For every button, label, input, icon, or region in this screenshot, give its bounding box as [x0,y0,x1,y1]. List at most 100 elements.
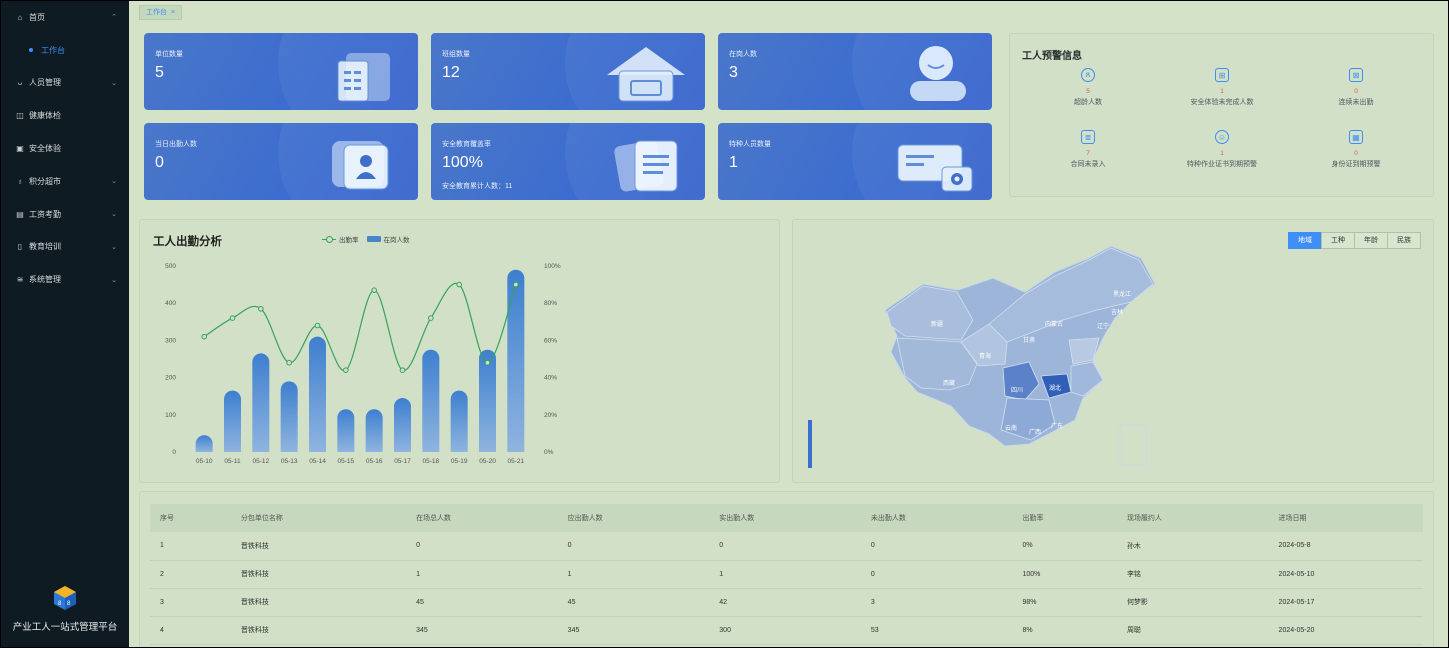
table-cell: 1 [150,532,231,561]
stat-card-teams[interactable]: 班组数量 12 [431,33,705,110]
bar[interactable] [337,409,355,452]
table-row[interactable]: 1 晋铁科技 0 0 0 0 0% 孙木 2024-05-8 [150,532,1423,561]
table-row[interactable]: 4 晋铁科技 345 345 300 53 8% 周聪 2024-05-20 [150,616,1423,645]
table-cell: 300 [709,616,861,645]
stat-title: 特种人员数量 [729,141,771,148]
bar[interactable] [252,353,270,452]
line-point[interactable] [229,315,236,321]
stat-card-units[interactable]: 单位数量 5 [144,33,418,110]
stat-value: 1 [729,154,738,171]
line-point[interactable] [484,359,491,366]
bar[interactable] [195,435,213,452]
table-cell: 0 [860,532,1013,561]
line-point[interactable] [371,287,377,293]
warning-item[interactable]: ☺ 1 特种作业证书到期预警 [1152,130,1292,169]
checkup-warning-icon: ⊞ [1215,68,1229,82]
sidebar-item-label: 系统管理 [29,275,61,285]
person-icon [910,46,966,101]
sidebar-item-8[interactable]: ≅ 系统管理 ⌄ [1,263,129,296]
sidebar-item-1[interactable]: 工作台 [1,34,129,67]
line-point[interactable] [428,315,434,321]
column-header: 应出勤人数 [557,504,710,532]
sidebar-item-5[interactable]: ♁ 积分超市 ⌄ [1,165,129,198]
warning-label: 连续未出勤 [1338,99,1374,106]
bar[interactable] [479,349,496,452]
stat-card-onduty[interactable]: 在岗人数 3 [718,33,992,110]
x-tick-label: 05-18 [423,458,440,465]
table-cell: 2024-05-20 [1268,616,1423,645]
sidebar-item-4[interactable]: ▣ 安全体验 [1,132,129,165]
stat-value: 0 [155,154,164,171]
bar[interactable] [224,390,241,452]
y-tick-label: 500 [165,263,176,270]
line-point[interactable] [513,281,519,288]
table-row[interactable]: 2 晋铁科技 1 1 1 0 100% 李铭 2024-05-10 [150,560,1423,589]
x-tick-label: 05-14 [309,458,326,465]
line-point[interactable] [399,367,406,373]
chart-title: 工人出勤分析 [153,236,222,248]
map-label-guangxi: 广西 [1029,428,1041,436]
warning-label: 超龄人数 [1074,99,1102,106]
warning-item[interactable]: ⊞ 1 安全体验未完成人数 [1152,68,1292,107]
map-visual-scale[interactable] [808,420,812,468]
warning-item[interactable]: ጸ 5 超龄人数 [1018,68,1158,107]
sidebar-item-3[interactable]: ◫ 健康体检 [1,99,129,132]
map-label-yunnan: 云南 [1005,424,1017,432]
map-tab-2[interactable]: 年龄 [1354,232,1388,249]
line-point[interactable] [286,359,292,366]
stat-title: 在岗人数 [729,51,757,58]
stat-value: 3 [729,64,738,81]
line-point[interactable] [456,281,462,288]
table-cell: 孙木 [1116,532,1269,561]
table-cell: 45 [406,588,558,617]
sidebar-item-7[interactable]: ▯ 教育培训 ⌄ [1,231,129,264]
legend-line-swatch [322,235,336,243]
line-point[interactable] [258,305,264,312]
tab-workbench[interactable]: 工作台 × [139,5,183,20]
map-tab-3[interactable]: 民族 [1387,232,1421,249]
stat-card-attendance[interactable]: 当日出勤人数 0 [144,123,418,200]
sidebar-item-2[interactable]: ᴗ 人员管理 ⌄ [1,67,129,100]
warning-label: 特种作业证书到期预警 [1187,161,1257,168]
china-map[interactable]: 新疆 西藏 青海 甘肃 内蒙古 黑龙江 吉林 辽宁 四川 湖北 云南 广西 广东 [793,220,1435,484]
sidebar-item-0[interactable]: ⌂ 首页 ⌃ [1,1,129,34]
line-point[interactable] [343,367,349,373]
table-cell: 100% [1012,560,1117,589]
chart-legend[interactable]: 出勤率 在岗人数 [322,234,410,244]
warning-item[interactable]: ⊠ 0 连续未出勤 [1286,68,1426,107]
safety-icon: ▣ [16,144,24,154]
bar[interactable] [280,381,298,452]
gift-icon: ♁ [17,176,23,186]
bar[interactable] [365,409,383,452]
line-point[interactable] [201,333,207,340]
sidebar-item-6[interactable]: ▤ 工资考勤 ⌄ [1,198,129,231]
attendance-chart-panel: 工人出勤分析 出勤率 在岗人数 0 100 200 300 400 500 0% 20% 40%… [139,219,780,483]
bar[interactable] [422,349,440,452]
brand: 8 8 产业工人一站式管理平台 [1,585,129,633]
bar[interactable] [309,336,326,452]
table-cell: 0 [860,560,1013,589]
close-icon[interactable]: × [171,9,176,16]
map-label-jilin: 吉林 [1111,308,1123,316]
stat-card-safety[interactable]: 安全教育覆盖率 100% 安全教育累计人数：11 [431,123,705,200]
warning-item[interactable]: ≣ 7 合同未录入 [1018,130,1158,169]
bar[interactable] [450,390,468,452]
bar[interactable] [507,269,525,452]
y2-tick-label: 60% [544,337,557,344]
y-tick-label: 300 [165,337,176,344]
line-point[interactable] [314,322,321,329]
table-cell: 98% [1012,588,1117,617]
warning-value: 1 [1220,88,1224,95]
stat-card-special[interactable]: 特种人员数量 1 [718,123,992,200]
warning-value: 7 [1086,150,1090,157]
certificate-warning-icon: ☺ [1215,130,1229,144]
table-cell: 0 [709,532,861,561]
map-label-neimenggu: 内蒙古 [1045,320,1063,328]
table-row[interactable]: 3 晋铁科技 45 45 42 3 98% 何梦影 2024-05-17 [150,588,1423,617]
x-tick-label: 05-20 [479,458,496,465]
y-tick-label: 0 [172,449,176,456]
bar[interactable] [394,398,411,452]
map-label-xizang: 西藏 [943,379,955,387]
wage-icon: ▤ [16,209,24,219]
warning-item[interactable]: ▦ 0 身份证到期预警 [1286,130,1426,169]
